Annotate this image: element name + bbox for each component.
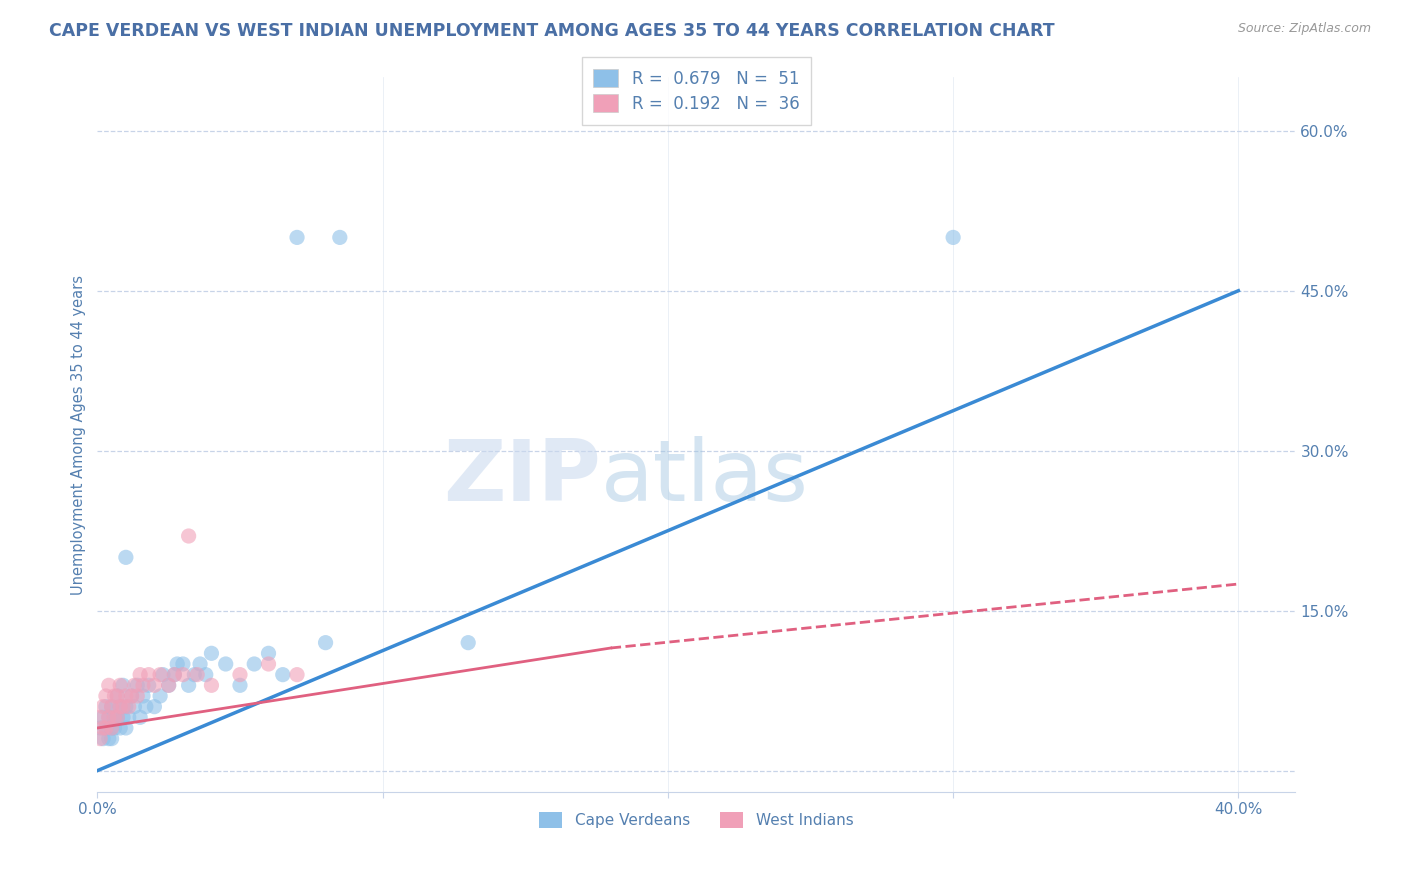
Point [194,667,217,681]
Point [163,667,186,681]
Point [91,731,114,746]
Point [94,721,117,735]
Point [103,710,125,724]
Point [94,721,117,735]
Point [215,657,238,671]
Point [89,721,111,735]
Point [97,710,120,724]
Point [138,667,160,681]
Point [127,689,149,703]
Point [149,689,172,703]
Point [257,657,280,671]
Point [105,710,128,724]
Point [942,230,965,244]
Point [121,689,143,703]
Point [177,678,200,692]
Text: Source: ZipAtlas.com: Source: ZipAtlas.com [1237,22,1371,36]
Point [186,667,208,681]
Point [129,667,152,681]
Text: atlas: atlas [600,436,808,519]
Point [285,667,308,681]
Point [188,657,211,671]
Point [149,667,172,681]
Point [115,699,138,714]
Point [124,699,146,714]
Point [177,529,200,543]
Point [100,699,122,714]
Point [115,721,138,735]
Point [135,699,157,714]
Point [257,646,280,660]
Point [152,667,174,681]
Point [118,699,141,714]
Point [108,699,131,714]
Point [103,710,125,724]
Point [172,667,194,681]
Point [157,678,180,692]
Point [100,699,122,714]
Legend: Cape Verdeans, West Indians: Cape Verdeans, West Indians [533,806,859,834]
Point [166,657,188,671]
Point [100,721,122,735]
Point [124,678,146,692]
Point [115,550,138,565]
Point [243,657,266,671]
Point [91,710,114,724]
Point [103,721,125,735]
Point [105,710,128,724]
Point [132,689,155,703]
Point [91,699,114,714]
Point [229,667,252,681]
Point [143,699,166,714]
Point [108,721,131,735]
Point [91,721,114,735]
Point [457,635,479,649]
Point [127,678,149,692]
Point [89,710,111,724]
Point [97,678,120,692]
Point [100,731,122,746]
Point [108,699,131,714]
Point [183,667,205,681]
Point [315,635,337,649]
Point [111,678,134,692]
Point [105,689,128,703]
Point [172,657,194,671]
Point [97,731,120,746]
Point [138,678,160,692]
Point [200,646,222,660]
Point [132,678,155,692]
Point [285,230,308,244]
Text: CAPE VERDEAN VS WEST INDIAN UNEMPLOYMENT AMONG AGES 35 TO 44 YEARS CORRELATION C: CAPE VERDEAN VS WEST INDIAN UNEMPLOYMENT… [49,22,1054,40]
Point [100,721,122,735]
Point [143,678,166,692]
Point [105,689,128,703]
Point [115,689,138,703]
Point [329,230,352,244]
Point [89,731,111,746]
Point [200,678,222,692]
Point [118,710,141,724]
Point [129,710,152,724]
Point [271,667,294,681]
Point [157,678,180,692]
Point [108,678,131,692]
Point [111,699,134,714]
Point [103,689,125,703]
Point [94,699,117,714]
Point [121,689,143,703]
Point [94,689,117,703]
Text: ZIP: ZIP [443,436,600,519]
Point [229,678,252,692]
Point [97,710,120,724]
Point [163,667,186,681]
Y-axis label: Unemployment Among Ages 35 to 44 years: Unemployment Among Ages 35 to 44 years [72,275,86,595]
Point [111,710,134,724]
